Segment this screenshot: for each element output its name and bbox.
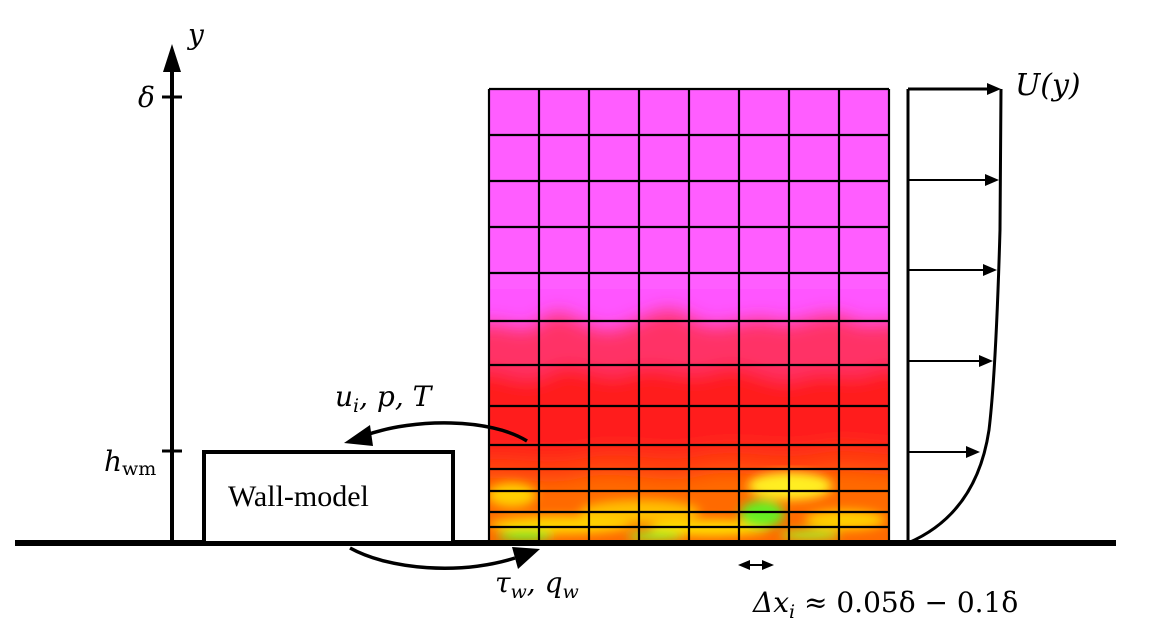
y-axis-arrowhead (163, 44, 181, 72)
curved-arrow-left-icon (365, 421, 528, 443)
output-variables-label: τw, qw (495, 566, 579, 603)
output-tau-subscript: w (511, 581, 527, 603)
spacing-dx: Δx (752, 586, 789, 619)
input-arrow: ui, p, T (335, 380, 528, 446)
profile-curve (907, 88, 1003, 545)
velocity-profile: U(y) (906, 68, 1081, 545)
hwm-main: h (104, 445, 122, 478)
delta-label: δ (138, 81, 155, 114)
hwm-label: hwm (104, 445, 156, 480)
grid-spacing-label: Δxi ≈ 0.05δ − 0.1δ (752, 586, 1018, 623)
profile-arrow-head (979, 355, 993, 367)
output-q-subscript: w (563, 581, 579, 603)
profile-arrow-head (985, 174, 999, 186)
input-u-subscript: i (353, 395, 359, 417)
les-grid (487, 87, 891, 544)
grid-lines (487, 87, 891, 544)
input-variables-label: ui, p, T (335, 380, 434, 417)
velocity-profile-label: U(y) (1015, 68, 1081, 103)
profile-arrows (908, 83, 1001, 458)
wall-model-label: Wall-model (228, 480, 369, 513)
y-axis: y δ hwm (104, 18, 205, 543)
input-u: u (335, 380, 353, 413)
profile-arrow-head (987, 83, 1001, 95)
input-rest: , p, T (359, 380, 434, 413)
y-axis-label: y (186, 18, 205, 51)
profile-arrow-head (983, 264, 997, 276)
wall-model-box: Wall-model (202, 450, 455, 545)
output-mid: , q (527, 566, 563, 599)
spacing-rest: ≈ 0.05δ − 0.1δ (795, 586, 1018, 619)
output-tau: τ (495, 566, 511, 599)
profile-arrow-head (966, 446, 980, 458)
grid-spacing: Δxi ≈ 0.05δ − 0.1δ (738, 560, 1018, 623)
spacing-subscript: i (789, 601, 795, 623)
curved-arrow-right-icon (349, 546, 516, 570)
output-arrow: τw, qw (349, 546, 579, 603)
hwm-subscript: wm (122, 458, 156, 480)
